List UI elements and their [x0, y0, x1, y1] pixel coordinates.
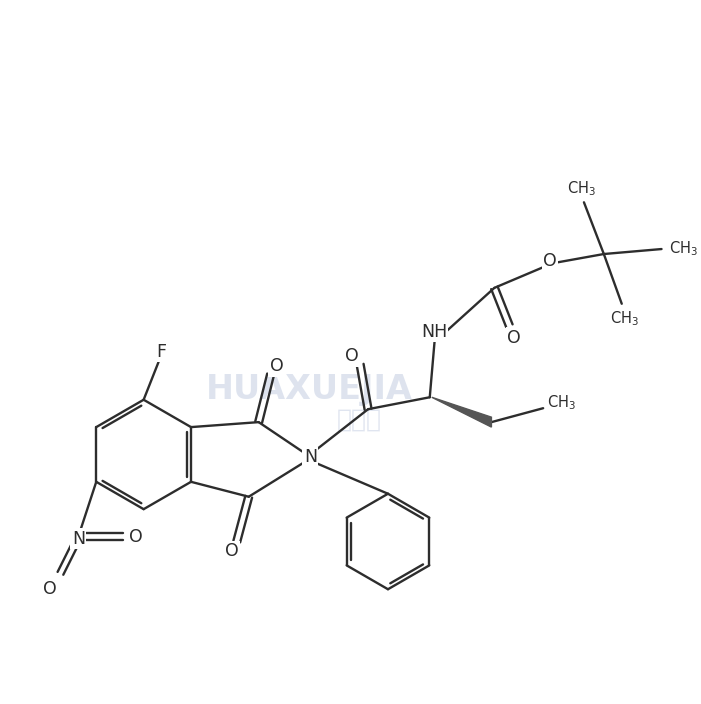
Polygon shape [432, 397, 491, 427]
Text: N: N [72, 529, 85, 548]
Text: O: O [346, 348, 359, 365]
Text: HUAXUEJIA: HUAXUEJIA [206, 373, 413, 406]
Text: O: O [129, 527, 143, 546]
Text: O: O [508, 329, 521, 346]
Text: F: F [156, 343, 167, 361]
Text: CH$_3$: CH$_3$ [669, 239, 698, 258]
Text: 化学加: 化学加 [337, 408, 382, 432]
Text: NH: NH [421, 322, 447, 341]
Text: O: O [270, 358, 283, 375]
Text: CH$_3$: CH$_3$ [547, 393, 576, 412]
Text: N: N [304, 448, 317, 466]
Text: CH$_3$: CH$_3$ [567, 179, 597, 198]
Text: O: O [43, 580, 56, 598]
Text: CH$_3$: CH$_3$ [611, 309, 639, 328]
Text: O: O [225, 543, 238, 560]
Text: O: O [543, 252, 557, 270]
